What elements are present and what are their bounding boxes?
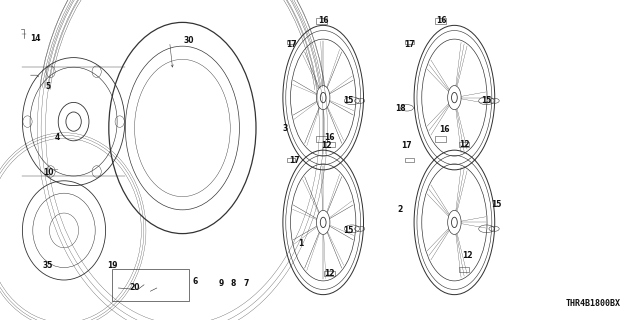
Bar	[324, 142, 335, 147]
Text: 15: 15	[491, 200, 501, 209]
Text: 9: 9	[218, 279, 223, 288]
Text: 16: 16	[318, 16, 328, 25]
Text: 12: 12	[324, 269, 335, 278]
Bar	[406, 39, 414, 44]
Bar	[316, 18, 327, 24]
Bar	[459, 267, 469, 272]
Text: 30: 30	[184, 36, 194, 44]
Bar	[435, 136, 446, 142]
Text: 19: 19	[107, 261, 117, 270]
Bar	[435, 18, 446, 24]
Text: 1: 1	[298, 239, 303, 248]
Text: 7: 7	[244, 279, 249, 288]
Text: 16: 16	[436, 16, 447, 25]
Text: 4: 4	[55, 133, 60, 142]
Text: 15: 15	[344, 96, 354, 105]
Text: 5: 5	[45, 82, 51, 91]
Text: 20: 20	[129, 284, 140, 292]
Text: 17: 17	[401, 141, 412, 150]
Bar	[287, 39, 296, 44]
Text: 15: 15	[481, 96, 492, 105]
Bar	[324, 271, 335, 276]
Bar	[459, 142, 469, 147]
Text: 10: 10	[43, 168, 53, 177]
Text: THR4B1800BX: THR4B1800BX	[566, 300, 621, 308]
Text: 17: 17	[289, 156, 300, 164]
Text: 17: 17	[404, 40, 415, 49]
Text: 12: 12	[321, 141, 332, 150]
Text: 35: 35	[43, 261, 53, 270]
Bar	[316, 136, 327, 142]
Text: 12: 12	[462, 252, 472, 260]
Text: 12: 12	[459, 140, 469, 148]
Text: 16: 16	[324, 133, 335, 142]
Text: 2: 2	[397, 205, 403, 214]
Text: 17: 17	[286, 40, 296, 49]
Text: 18: 18	[395, 104, 405, 113]
Bar	[112, 269, 189, 301]
Text: 14: 14	[30, 34, 40, 43]
Bar	[406, 158, 414, 162]
Text: 16: 16	[440, 125, 450, 134]
Text: 8: 8	[231, 279, 236, 288]
Bar	[287, 158, 296, 162]
Text: 15: 15	[344, 226, 354, 235]
Text: 3: 3	[282, 124, 287, 132]
Text: 6: 6	[193, 277, 198, 286]
